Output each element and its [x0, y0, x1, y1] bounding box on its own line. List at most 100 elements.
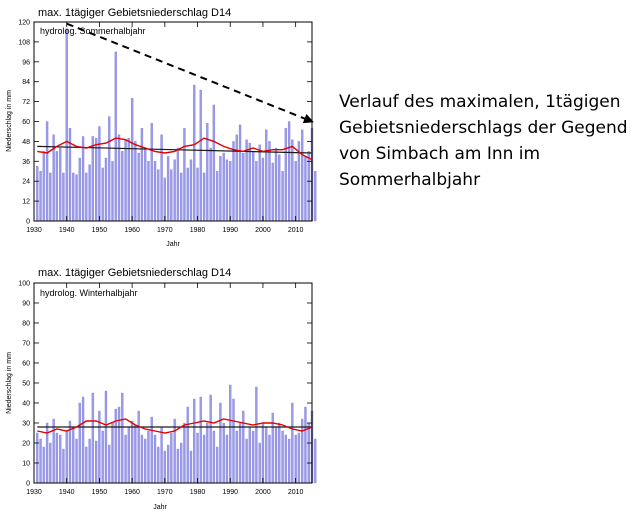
bar-1976: [183, 422, 186, 484]
bar-1958: [124, 434, 127, 484]
axis-ticks: 0 10 20 30 40 50 60 70 80 90 100 1930 1940 1950 1960 19…: [18, 281, 312, 496]
x-tick-label: 2000: [255, 227, 271, 234]
bar-1989: [225, 434, 229, 484]
bar-series: [36, 28, 317, 222]
bar-1986: [215, 446, 219, 484]
bar-1965: [147, 430, 150, 484]
bar-1994: [242, 410, 245, 484]
bar-1958: [124, 139, 127, 222]
bar-1935: [49, 172, 52, 222]
bar-1970: [163, 177, 166, 222]
bar-1942: [72, 172, 75, 222]
bar-1953: [108, 116, 111, 222]
bar-2013: [304, 406, 307, 484]
bar-1944: [78, 402, 81, 484]
bar-1938: [59, 434, 62, 484]
decline-arrow: [66, 22, 314, 124]
x-tick-label: 1950: [92, 227, 108, 234]
bar-1962: [137, 410, 140, 484]
bar-1972: [170, 432, 173, 484]
bar-1933: [42, 151, 45, 222]
bar-1957: [121, 392, 124, 484]
bar-1976: [183, 127, 186, 222]
bar-1960: [130, 420, 134, 484]
bar-1979: [193, 84, 196, 222]
bar-1931: [36, 166, 39, 222]
bar-2005: [278, 422, 281, 484]
bar-2016: [314, 171, 317, 222]
bar-1982: [202, 172, 206, 222]
bar-1990: [229, 384, 232, 484]
y-tick-label: 100: [18, 281, 30, 288]
bar-1945: [81, 136, 85, 222]
bar-2014: [307, 151, 310, 222]
bar-1954: [111, 422, 114, 484]
bar-2007: [284, 434, 288, 484]
bar-1968: [157, 169, 160, 222]
chart-subtitle: hydrolog. Sommerhalbjahr: [40, 26, 146, 36]
bar-1986: [215, 171, 219, 222]
bar-2006: [281, 430, 284, 484]
bar-2012: [301, 418, 304, 484]
bar-1971: [166, 444, 170, 484]
bar-1951: [101, 430, 104, 484]
bar-1952: [104, 390, 108, 484]
bar-1998: [255, 161, 258, 222]
y-axis-label: Niederschlag in mm: [6, 90, 13, 152]
bar-1967: [153, 161, 157, 222]
bar-1959: [127, 426, 131, 484]
y-tick-label: 10: [22, 461, 30, 468]
bar-1938: [59, 147, 62, 222]
y-tick-label: 90: [22, 301, 30, 308]
bar-1937: [55, 432, 59, 484]
y-tick-label: 12: [22, 199, 30, 206]
x-tick-label: 1940: [59, 489, 75, 496]
x-tick-label: 1940: [59, 227, 75, 234]
bar-1968: [157, 446, 160, 484]
bar-1935: [49, 442, 52, 484]
bar-1996: [248, 142, 252, 222]
bar-1933: [42, 446, 45, 484]
bar-1952: [104, 157, 108, 222]
bar-1942: [72, 426, 75, 484]
bar-2013: [304, 156, 307, 222]
bar-1999: [258, 144, 261, 222]
y-tick-label: 60: [22, 361, 30, 368]
y-tick-label: 84: [22, 79, 30, 86]
bar-1973: [173, 418, 176, 484]
bar-2010: [294, 434, 297, 484]
bar-1951: [101, 167, 104, 222]
bar-1983: [206, 422, 209, 484]
bar-1955: [114, 408, 117, 484]
bar-1957: [121, 151, 124, 222]
bar-1996: [248, 426, 252, 484]
bar-1944: [78, 157, 81, 222]
bar-2003: [271, 162, 274, 222]
bar-1975: [180, 172, 183, 222]
bar-1937: [55, 151, 59, 222]
bar-1979: [193, 398, 196, 484]
bar-2008: [287, 438, 291, 484]
bar-2009: [291, 402, 294, 484]
bar-1945: [81, 396, 85, 484]
chart-title: max. 1tägiger Gebietsniederschlag D14: [38, 7, 231, 19]
x-tick-label: 1990: [222, 227, 238, 234]
bar-1995: [245, 438, 248, 484]
x-axis-label: Jahr: [166, 241, 180, 248]
bar-1946: [85, 172, 88, 222]
bar-1961: [134, 141, 137, 222]
bar-1969: [160, 426, 163, 484]
bar-1977: [186, 406, 189, 484]
bar-1982: [202, 434, 206, 484]
moving-average-line: [37, 137, 313, 161]
bar-1964: [144, 147, 147, 222]
bar-1993: [238, 124, 242, 222]
y-tick-label: 24: [22, 179, 30, 186]
bar-2004: [274, 426, 278, 484]
bar-1946: [85, 446, 88, 484]
bar-1980: [196, 167, 199, 222]
bar-1990: [229, 161, 232, 222]
bar-1985: [212, 430, 216, 484]
bar-1939: [62, 448, 65, 484]
bar-1949: [94, 440, 98, 484]
